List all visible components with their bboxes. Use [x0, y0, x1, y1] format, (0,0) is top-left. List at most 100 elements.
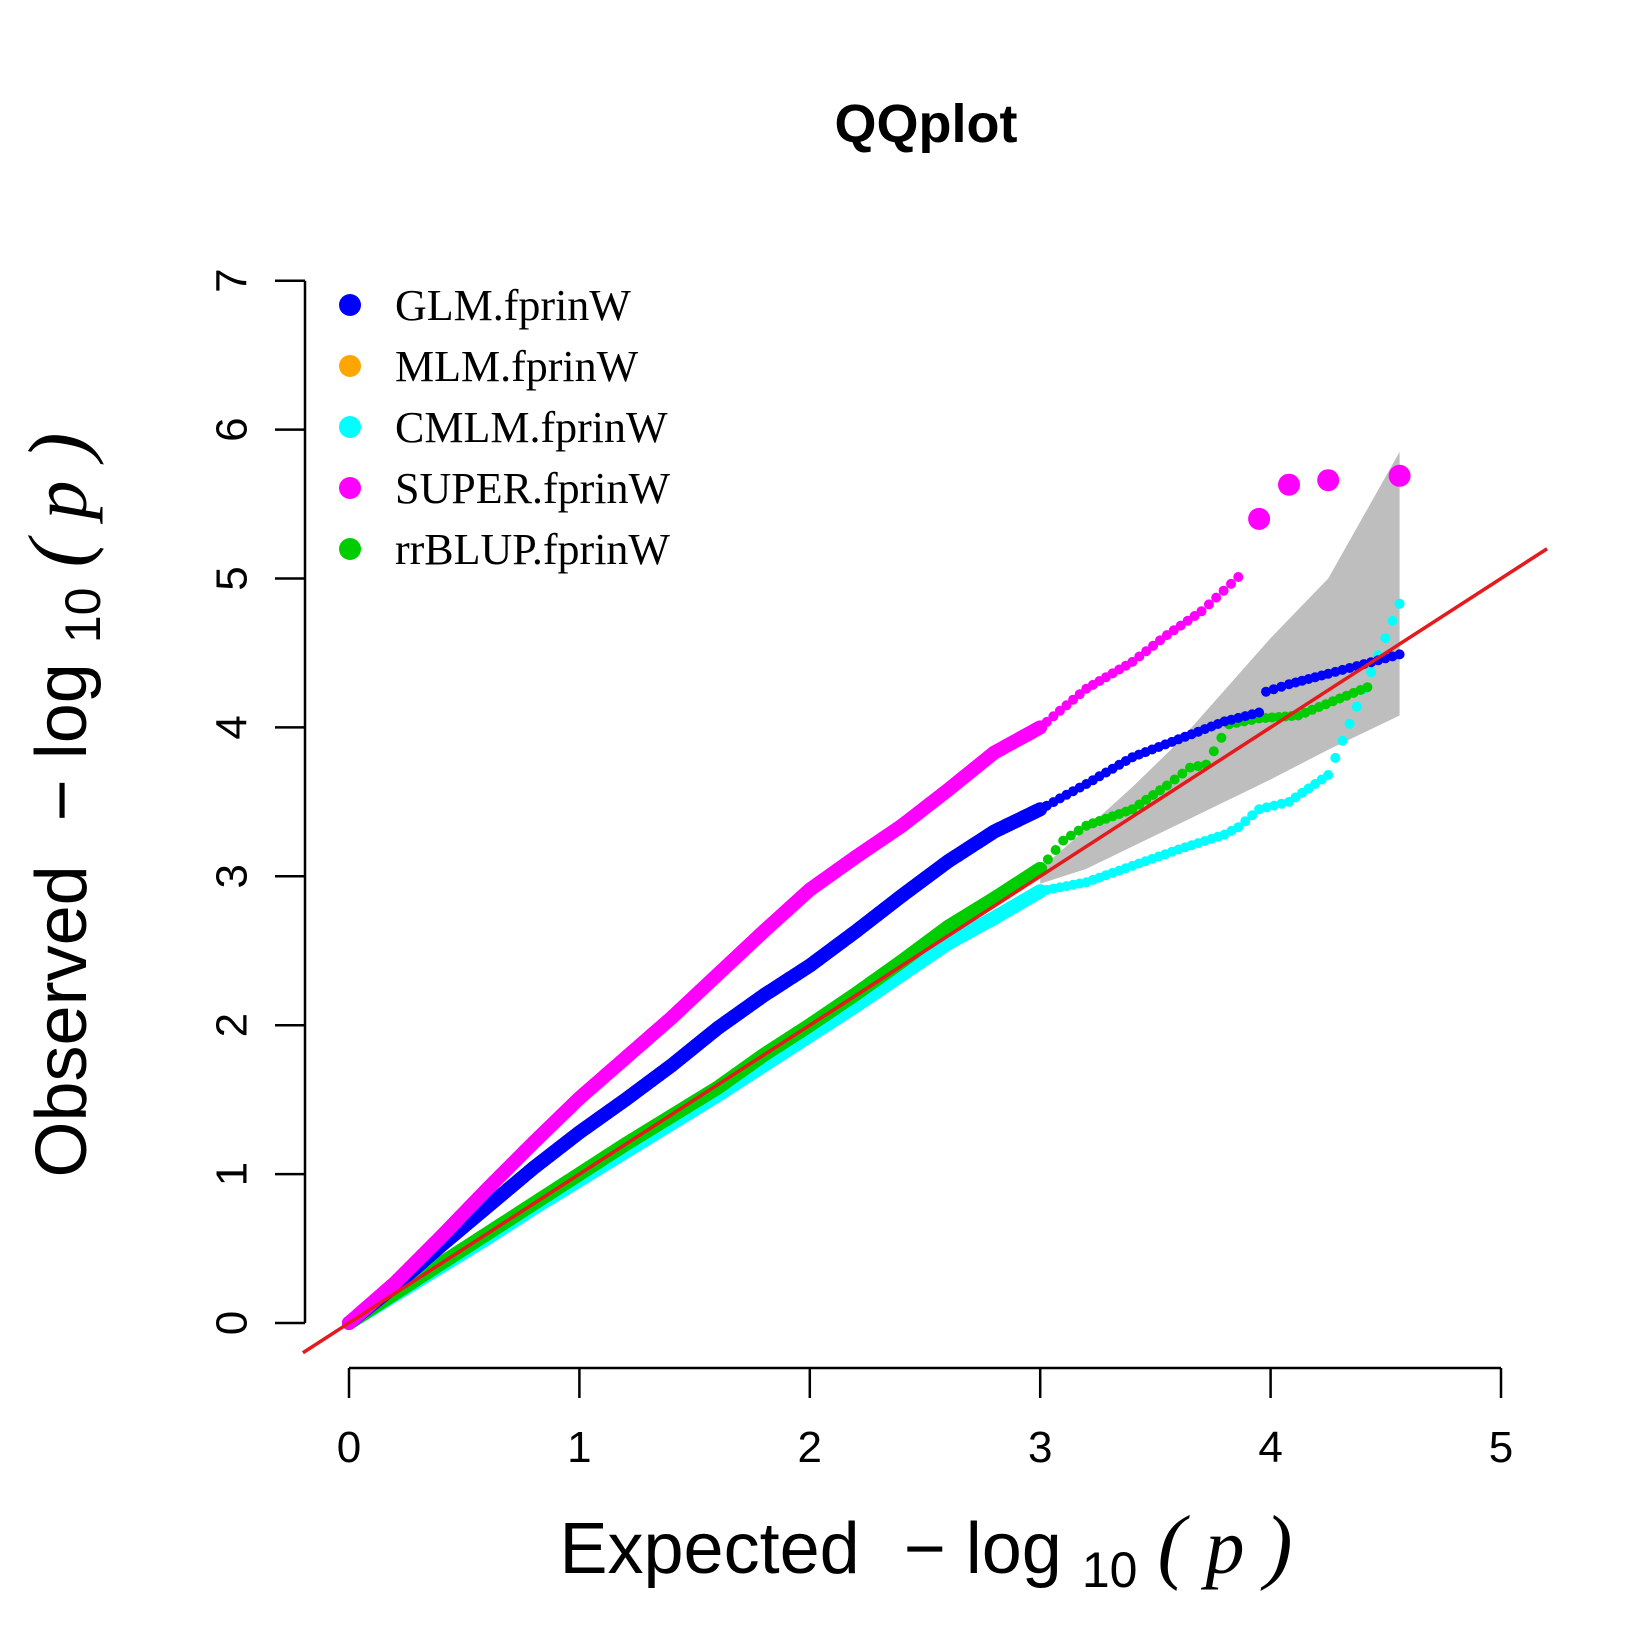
data-point [1254, 804, 1265, 815]
data-point [1208, 746, 1219, 757]
x-axis-title-sub: 10 [1082, 1542, 1138, 1598]
data-point [1193, 761, 1203, 772]
data-point [1041, 716, 1052, 727]
data-point [1061, 700, 1072, 711]
y-axis-title: Observed − log 10 ( p ) [12, 433, 116, 1178]
legend-marker [339, 294, 361, 316]
data-point [1042, 854, 1053, 865]
y-axis-title-var: p [16, 481, 103, 525]
data-point [1175, 620, 1186, 631]
data-point-large [1317, 469, 1340, 492]
data-point [1054, 705, 1065, 716]
data-point [1362, 682, 1373, 693]
data-point [1394, 649, 1405, 660]
y-tick-label: 7 [208, 268, 257, 292]
y-axis-title-sub: 10 [55, 588, 111, 644]
data-point [1276, 681, 1287, 692]
legend-item: rrBLUP.fprinW [339, 525, 670, 574]
legend-label: CMLM.fprinW [395, 403, 668, 452]
data-point [1240, 816, 1251, 827]
legend-label: SUPER.fprinW [395, 464, 670, 513]
x-tick-label: 2 [798, 1423, 822, 1472]
data-point-large [1388, 464, 1411, 487]
data-point [1211, 592, 1222, 603]
y-tick-label: 3 [208, 864, 257, 888]
y-tick-label: 5 [208, 566, 257, 590]
data-point [1218, 585, 1229, 596]
plot-area [301, 451, 1549, 1355]
data-point [1247, 810, 1258, 821]
y-tick-label: 6 [208, 417, 257, 441]
data-point [1226, 578, 1236, 589]
x-tick-label: 4 [1258, 1423, 1282, 1472]
data-point [1261, 686, 1271, 697]
data-point [1035, 863, 1046, 874]
data-point [1035, 722, 1046, 733]
data-point [1330, 752, 1341, 763]
legend-label: GLM.fprinW [395, 281, 631, 330]
data-point [1233, 822, 1244, 833]
data-point [1155, 635, 1165, 646]
data-point-large [1278, 473, 1300, 496]
x-axis-title-var: p [1201, 1503, 1245, 1590]
x-axis-title-open: ( [1158, 1499, 1191, 1592]
data-point [1177, 768, 1188, 779]
y-tick-label: 4 [208, 715, 257, 739]
x-tick-label: 0 [337, 1423, 361, 1472]
data-point [1233, 572, 1244, 582]
reference-line [301, 547, 1549, 1355]
x-tick-label: 3 [1028, 1423, 1052, 1472]
data-point [1161, 780, 1172, 791]
data-point [1276, 798, 1287, 809]
y-axis-title-open: ( [12, 535, 105, 568]
data-point [1196, 606, 1207, 617]
data-point-large [1248, 507, 1271, 530]
x-tick-label: 5 [1489, 1423, 1513, 1472]
data-point [1203, 599, 1214, 610]
legend-marker [339, 355, 361, 377]
data-point [1216, 732, 1227, 743]
chart-title: QQplot [835, 94, 1018, 154]
data-point [1169, 774, 1180, 785]
data-point [1058, 835, 1069, 846]
legend-marker [339, 538, 361, 560]
data-point [1394, 598, 1405, 609]
data-point [1050, 845, 1061, 855]
data-point [1254, 707, 1265, 718]
legend-item: MLM.fprinW [339, 342, 639, 391]
legend-item: CMLM.fprinW [339, 403, 668, 452]
data-point [1380, 633, 1391, 644]
data-point [1323, 770, 1334, 780]
data-point [1351, 701, 1362, 712]
confidence-band [1040, 451, 1400, 884]
data-point [1366, 667, 1377, 678]
data-point [1337, 735, 1348, 746]
x-axis-title-close: ) [1261, 1499, 1293, 1592]
data-point [1148, 640, 1159, 651]
data-point [1261, 802, 1272, 813]
data-point [1344, 718, 1355, 729]
y-tick-label: 2 [208, 1013, 257, 1037]
y-tick-label: 0 [208, 1311, 257, 1335]
y-axis-title-close: ) [12, 433, 105, 465]
legend-marker [339, 477, 361, 499]
y-axis-title-log: log [22, 663, 102, 759]
data-point [1068, 694, 1079, 705]
data-point [1268, 684, 1279, 695]
x-tick-label: 1 [567, 1423, 591, 1472]
legend-label: rrBLUP.fprinW [395, 525, 670, 574]
data-point [1074, 689, 1085, 700]
data-point [1141, 646, 1152, 657]
data-point [1073, 825, 1084, 836]
data-point [1134, 651, 1145, 662]
x-axis-title-log: log [966, 1509, 1062, 1589]
data-point [1065, 830, 1076, 841]
x-axis-title-prefix: Expected [559, 1509, 859, 1589]
axes: 0 1 2 3 4 5 0 1 2 3 4 5 6 7 [208, 268, 1514, 1472]
legend-marker [339, 416, 361, 438]
legend: GLM.fprinW MLM.fprinW CMLM.fprinW SUPER.fpr… [339, 281, 670, 574]
y-axis-title-prefix: Observed [22, 865, 102, 1177]
x-axis-title: Expected − log 10 ( p ) [559, 1499, 1292, 1603]
data-point [1185, 762, 1195, 773]
